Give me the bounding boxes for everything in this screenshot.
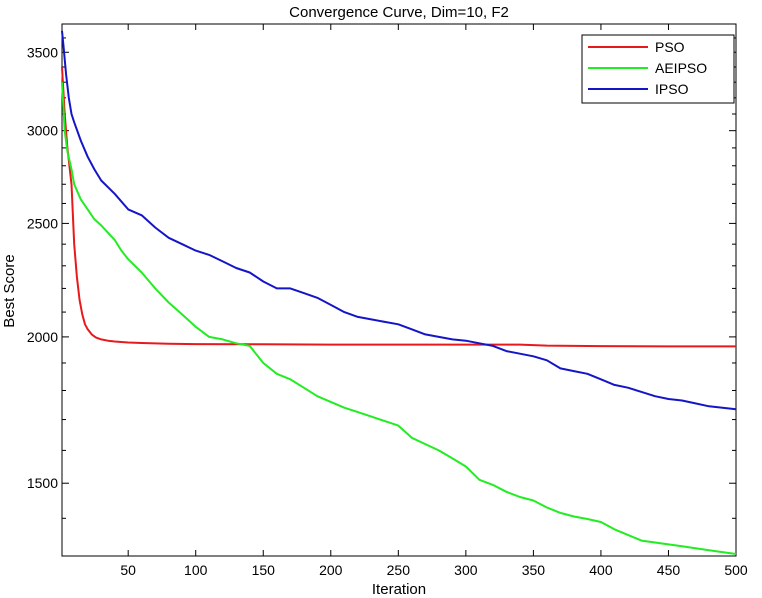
plot-area: 50 100 150 200 250 300 350 400 450 500 1500 2000 250… bbox=[27, 23, 748, 578]
x-tick-label: 450 bbox=[657, 562, 681, 578]
axes-box bbox=[61, 23, 737, 557]
legend: PSO AEIPSO IPSO bbox=[581, 34, 735, 104]
y-tick-label: 1500 bbox=[27, 475, 58, 491]
y-axis-label: Best Score bbox=[1, 254, 18, 327]
series-line-ipso bbox=[61, 30, 737, 411]
y-tick-label: 3000 bbox=[27, 123, 58, 139]
x-tick-label: 400 bbox=[589, 562, 613, 578]
x-tick-label: 150 bbox=[252, 562, 276, 578]
y-tick-label: 3500 bbox=[27, 44, 58, 60]
series-line-aeipso bbox=[61, 82, 737, 555]
x-tick-label: 50 bbox=[120, 562, 136, 578]
x-axis-label: Iteration bbox=[372, 581, 426, 598]
x-tick-label: 100 bbox=[184, 562, 208, 578]
x-tick-label: 200 bbox=[319, 562, 343, 578]
legend-label-aeipso: AEIPSO bbox=[655, 60, 707, 76]
x-tick-label: 500 bbox=[724, 562, 748, 578]
series-line-pso bbox=[61, 66, 736, 348]
legend-label-pso: PSO bbox=[655, 39, 685, 55]
x-tick-label: 250 bbox=[387, 562, 411, 578]
x-tick-label: 300 bbox=[454, 562, 478, 578]
y-tick-label: 2000 bbox=[27, 329, 58, 345]
x-tick-label: 350 bbox=[522, 562, 546, 578]
chart-title: Convergence Curve, Dim=10, F2 bbox=[289, 4, 509, 21]
legend-label-ipso: IPSO bbox=[655, 81, 689, 97]
y-tick-label: 2500 bbox=[27, 215, 58, 231]
